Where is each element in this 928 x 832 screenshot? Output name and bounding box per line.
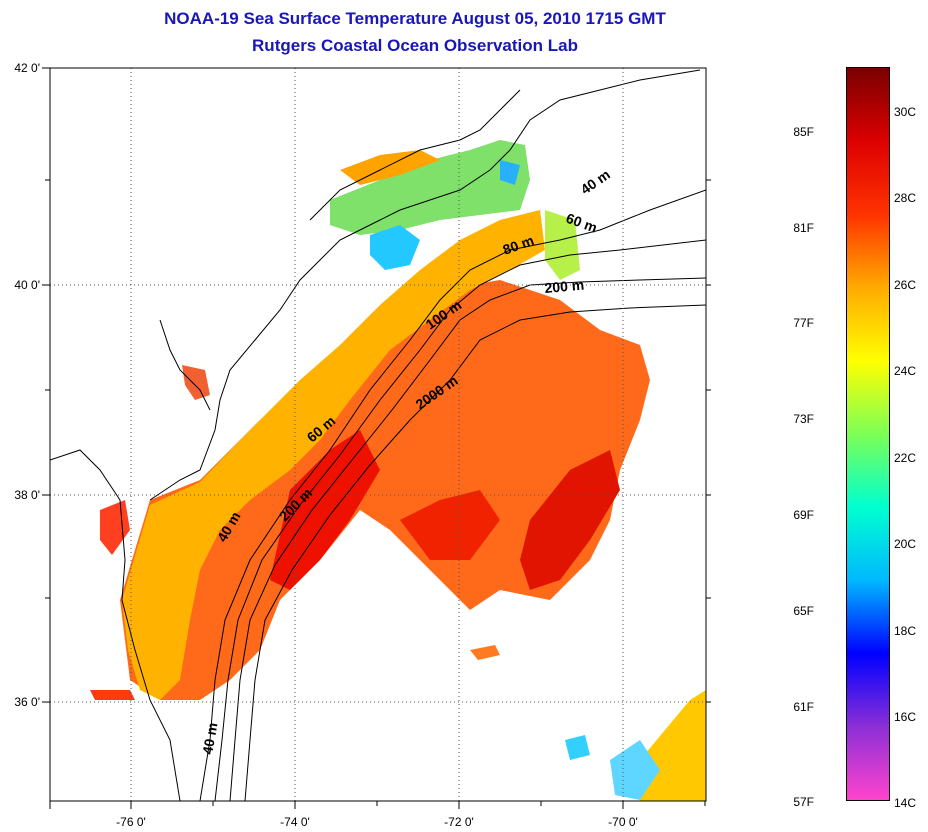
- sst-green-strip: [545, 210, 580, 280]
- sst-cool-north: [330, 140, 530, 235]
- coastline: [50, 449, 181, 801]
- depth-label: 200 m: [544, 277, 585, 296]
- colorbar-c-label: 22C: [894, 451, 917, 465]
- colorbar-f-label: 61F: [793, 700, 814, 714]
- colorbar-f-label: 69F: [793, 508, 814, 522]
- map-subtitle: Rutgers Coastal Ocean Observation Lab: [252, 36, 578, 55]
- sst-hot-patch: [400, 490, 500, 560]
- temperature-colorbar: [846, 67, 890, 801]
- colorbar-f-label: 57F: [793, 795, 814, 809]
- sst-hot-patch: [270, 430, 380, 590]
- colorbar-c-label: 24C: [894, 364, 917, 378]
- tick-marks: [42, 67, 711, 809]
- coastline: [159, 319, 211, 411]
- colorbar-c-label: 26C: [894, 278, 917, 292]
- sst-coastal-north: [340, 150, 440, 185]
- y-tick-label: 40 0': [14, 278, 40, 292]
- sst-cold-pocket: [500, 160, 520, 185]
- sst-bay-patch: [90, 690, 135, 700]
- depth-label: 40 m: [199, 721, 220, 755]
- sst-se-patch: [565, 735, 590, 760]
- map-title: NOAA-19 Sea Surface Temperature August 0…: [164, 9, 666, 28]
- depth-contour-100: [229, 277, 706, 801]
- colorbar-f-label: 77F: [793, 316, 814, 330]
- coastline: [149, 69, 701, 501]
- y-tick-label: 36 0': [14, 695, 40, 709]
- y-tick-label: 42 0': [14, 61, 40, 75]
- x-tick-label: -70 0': [608, 815, 638, 829]
- colorbar-f-label: 85F: [793, 125, 814, 139]
- colorbar-c-label: 28C: [894, 191, 917, 205]
- x-tick-label: -74 0': [280, 815, 310, 829]
- coastline: [309, 89, 521, 221]
- colorbar-c-label: 30C: [894, 105, 917, 119]
- sst-se-patch: [470, 645, 500, 660]
- colorbar-c-label: 18C: [894, 624, 917, 638]
- colorbar-c-label: 20C: [894, 537, 917, 551]
- sst-bay-patch: [182, 365, 210, 400]
- x-tick-label: -72 0': [444, 815, 474, 829]
- colorbar-f-label: 81F: [793, 221, 814, 235]
- coastline-layer: [50, 69, 706, 801]
- y-tick-label: 38 0': [14, 488, 40, 502]
- sst-cold-pocket: [370, 225, 420, 270]
- colorbar-c-label: 16C: [894, 710, 917, 724]
- x-tick-label: -76 0': [116, 815, 146, 829]
- sst-warm-swath: [120, 280, 650, 700]
- sst-nearshore-band: [122, 210, 545, 700]
- depth-contour-60: [214, 239, 706, 801]
- depth-contour-2000: [244, 304, 706, 801]
- sst-bay-patch: [100, 500, 130, 555]
- colorbar-c-label: 14C: [894, 796, 917, 810]
- colorbar-f-label: 65F: [793, 604, 814, 618]
- depth-contour-40: [199, 189, 706, 801]
- colorbar-f-label: 73F: [793, 412, 814, 426]
- depth-label: 40 m: [578, 166, 613, 197]
- sst-hot-patch: [520, 450, 620, 590]
- graticule: [50, 68, 706, 801]
- plot-frame: [49, 67, 707, 802]
